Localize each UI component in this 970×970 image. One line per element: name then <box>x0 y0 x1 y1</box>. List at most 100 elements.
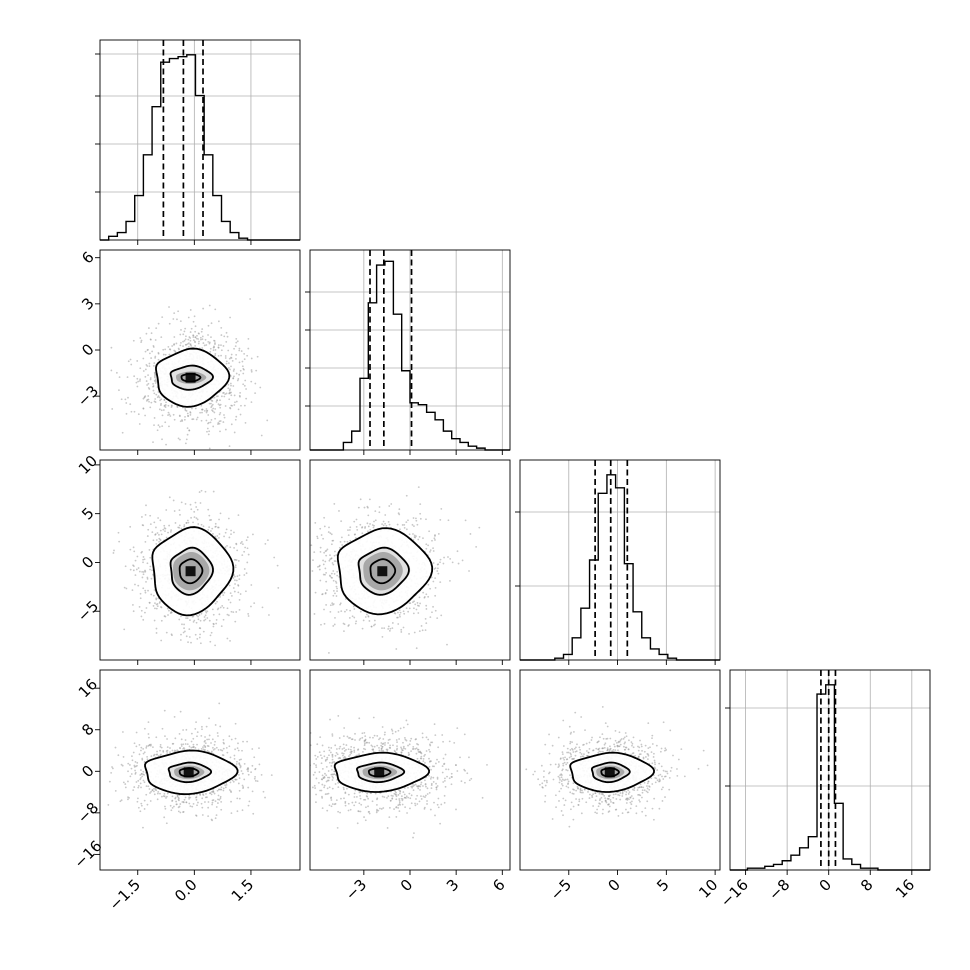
scatter-point <box>224 393 227 396</box>
scatter-point <box>349 526 352 529</box>
scatter-point <box>266 539 269 542</box>
panel-content <box>107 702 273 829</box>
scatter-point <box>149 556 152 559</box>
scatter-point <box>250 401 253 404</box>
scatter-point <box>415 517 417 520</box>
scatter-point <box>138 570 141 573</box>
scatter-point <box>354 533 356 536</box>
scatter-point <box>396 523 399 526</box>
scatter-point <box>212 622 215 625</box>
scatter-point <box>136 385 139 388</box>
scatter-point <box>214 417 217 420</box>
scatter-point <box>204 618 207 621</box>
scatter-point <box>315 777 318 780</box>
scatter-point <box>128 764 131 766</box>
scatter-point <box>399 615 401 618</box>
scatter-point <box>251 748 254 750</box>
scatter-point <box>184 343 187 346</box>
scatter-point <box>129 403 132 406</box>
scatter-point <box>414 783 417 786</box>
scatter-point <box>232 377 235 379</box>
scatter-point <box>129 525 132 528</box>
scatter-point <box>171 799 174 802</box>
contour-outer <box>336 527 434 616</box>
scatter-point <box>156 532 159 534</box>
scatter-point <box>195 796 198 798</box>
scatter-point <box>237 782 240 785</box>
scatter-point <box>223 414 225 416</box>
scatter-point <box>198 636 201 639</box>
scatter-point <box>390 794 393 797</box>
scatter-point <box>207 334 209 336</box>
scatter-point <box>313 613 316 615</box>
scatter-point <box>262 790 265 793</box>
scatter-point <box>202 342 205 344</box>
scatter-point <box>124 565 127 568</box>
scatter-point <box>137 567 140 569</box>
scatter-point <box>158 602 161 604</box>
scatter-point <box>411 601 414 604</box>
scatter-point <box>143 781 146 784</box>
scatter-point <box>442 781 445 783</box>
scatter-point <box>120 763 123 766</box>
scatter-point <box>150 332 153 335</box>
scatter-point <box>187 415 190 418</box>
scatter-point <box>139 778 142 781</box>
scatter-point <box>234 722 237 725</box>
scatter-point <box>149 352 151 355</box>
scatter-point <box>211 527 214 530</box>
scatter-point <box>150 755 153 758</box>
scatter-point <box>344 610 346 613</box>
scatter-point <box>178 509 181 512</box>
scatter-point <box>187 316 190 319</box>
scatter-point <box>137 413 140 416</box>
scatter-point <box>111 766 113 768</box>
scatter-point <box>192 339 195 342</box>
scatter-point <box>313 551 316 554</box>
scatter-point <box>211 403 214 406</box>
scatter-point <box>424 629 427 632</box>
scatter-point <box>247 338 250 340</box>
scatter-point <box>464 519 467 522</box>
scatter-point <box>400 628 403 631</box>
scatter-point <box>235 763 238 765</box>
scatter-point <box>162 409 165 411</box>
scatter-point <box>176 405 179 408</box>
scatter-point <box>228 745 231 748</box>
scatter-point <box>238 373 241 376</box>
scatter-point <box>381 746 384 748</box>
scatter-point <box>166 795 168 798</box>
scatter-point <box>125 587 128 590</box>
scatter-point <box>202 746 204 749</box>
scatter-point <box>217 794 220 797</box>
scatter-point <box>230 394 233 397</box>
scatter-point <box>222 618 225 621</box>
scatter-point <box>243 778 246 781</box>
scatter-point <box>174 522 177 524</box>
scatter-point <box>158 396 161 399</box>
scatter-point <box>475 545 478 548</box>
scatter-point <box>145 380 148 382</box>
scatter-point <box>218 702 221 705</box>
histogram-step-1 <box>310 260 510 451</box>
scatter-point <box>211 410 214 413</box>
scatter-point <box>229 546 232 549</box>
scatter-point <box>160 753 162 756</box>
scatter-point <box>196 416 199 419</box>
scatter-point <box>170 406 173 409</box>
scatter-point <box>378 506 381 508</box>
scatter-point <box>188 797 190 800</box>
scatter-point <box>223 535 225 538</box>
scatter-point <box>486 764 488 766</box>
scatter-point <box>209 421 212 424</box>
scatter-point <box>366 613 368 616</box>
scatter-point <box>159 538 162 541</box>
scatter-point <box>248 800 251 803</box>
scatter-point <box>179 803 182 805</box>
scatter-point <box>132 569 135 572</box>
scatter-point <box>145 746 148 749</box>
scatter-point <box>151 531 154 533</box>
scatter-point <box>183 623 185 626</box>
scatter-point <box>432 605 434 608</box>
scatter-point <box>127 798 129 801</box>
